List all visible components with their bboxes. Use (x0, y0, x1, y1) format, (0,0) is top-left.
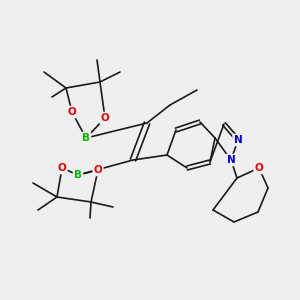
Text: B: B (74, 170, 82, 180)
Text: O: O (68, 107, 76, 117)
Text: O: O (255, 163, 263, 173)
Text: O: O (100, 113, 109, 123)
Text: O: O (58, 163, 66, 173)
Text: N: N (234, 135, 242, 145)
Text: O: O (94, 165, 102, 175)
Text: B: B (82, 133, 90, 143)
Text: N: N (226, 155, 236, 165)
